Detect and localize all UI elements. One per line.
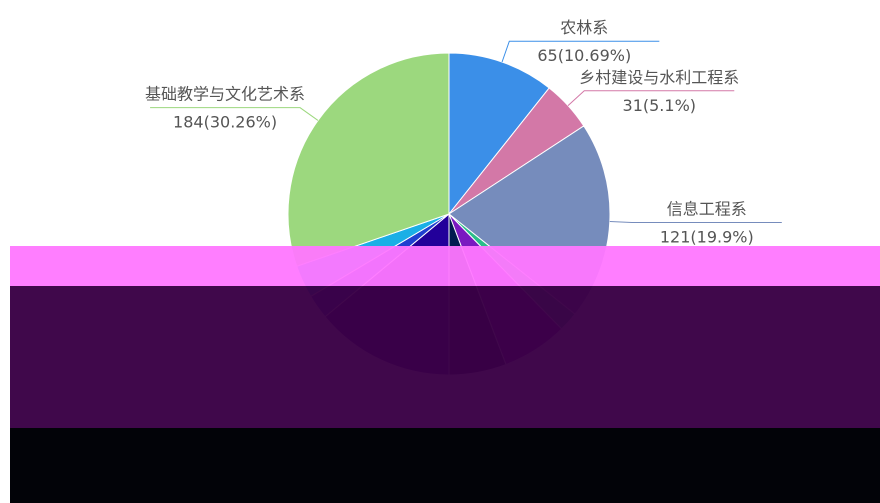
glitch-band-maroon — [10, 286, 880, 428]
slice-label-value-9: 184(30.26%) — [173, 113, 277, 132]
pie-slice-9 — [287, 52, 450, 267]
glitch-band-pink — [10, 246, 880, 286]
slice-label-name-1: 乡村建设与水利工程系 — [579, 68, 739, 87]
pie-labels: 农林系 65(10.69%) 乡村建设与水利工程系 31(5.1%) 信息工程系 121(… — [145, 18, 782, 247]
slice-label-value-1: 31(5.1%) — [623, 96, 697, 115]
glitch-band-black — [10, 428, 880, 503]
slice-label-name-9: 基础教学与文化艺术系 — [145, 85, 305, 104]
pie-slice-0 — [448, 52, 550, 216]
slice-label-name-0: 农林系 — [560, 18, 608, 37]
leader-line-2 — [609, 220, 782, 224]
slice-label-value-2: 121(19.9%) — [660, 228, 754, 247]
slice-label-name-2: 信息工程系 — [667, 200, 747, 219]
slice-label-value-0: 65(10.69%) — [537, 46, 631, 65]
leader-line-9 — [150, 107, 319, 121]
leader-line-1 — [567, 90, 735, 106]
leader-line-0 — [501, 40, 660, 63]
